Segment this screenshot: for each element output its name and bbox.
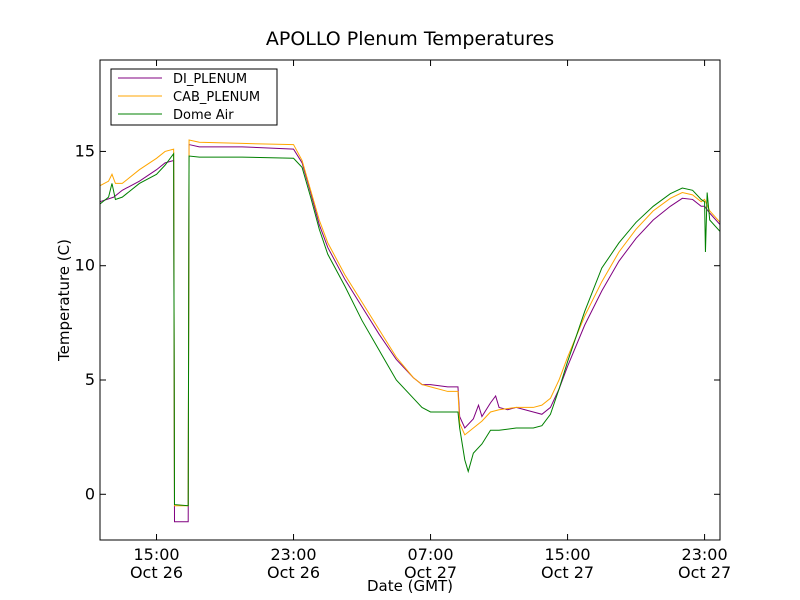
legend-label: DI_PLENUM (173, 72, 247, 87)
legend-label: Dome Air (173, 108, 234, 123)
y-tick-label: 5 (85, 370, 95, 389)
x-tick-label-time: 23:00 (682, 545, 728, 564)
x-tick-label-date: Oct 27 (404, 563, 457, 582)
x-tick-label-time: 15:00 (133, 545, 179, 564)
y-tick-label: 0 (85, 484, 95, 503)
x-tick-label-date: Oct 27 (678, 563, 731, 582)
chart-title: APOLLO Plenum Temperatures (266, 28, 554, 50)
x-tick-label-time: 23:00 (270, 545, 316, 564)
y-tick-label: 15 (75, 141, 95, 160)
legend: DI_PLENUM CAB_PLENUM Dome Air (110, 68, 278, 126)
y-axis-label: Temperature (C) (55, 239, 73, 362)
x-tick-label-date: Oct 27 (541, 563, 594, 582)
x-tick-label-date: Oct 26 (130, 563, 183, 582)
series-line-dome-air (99, 152, 721, 507)
x-tick-label-time: 07:00 (407, 545, 453, 564)
y-tick-label: 10 (75, 256, 95, 275)
series-layer (99, 139, 721, 523)
x-tick-label-date: Oct 26 (267, 563, 320, 582)
plot-frame (99, 59, 721, 541)
x-tick-label-time: 15:00 (545, 545, 591, 564)
plot-area (100, 60, 720, 540)
x-axis-label: Date (GMT) (367, 577, 453, 595)
legend-label: CAB_PLENUM (173, 90, 260, 105)
